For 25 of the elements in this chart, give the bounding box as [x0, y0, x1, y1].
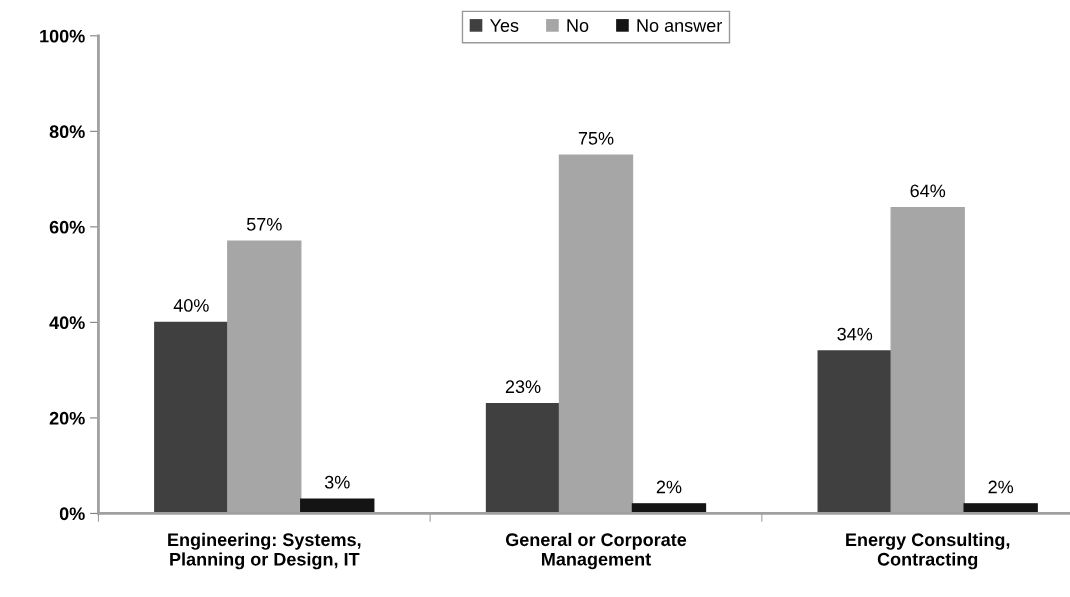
legend-label: No answer: [637, 19, 722, 32]
y-tick-label: 40%: [49, 316, 85, 330]
y-tick-label: 100%: [40, 29, 85, 43]
data-label: 40%: [173, 299, 209, 312]
x-tick-label: Energy Consulting, Contracting: [846, 532, 1010, 570]
y-tick-label: 20%: [49, 411, 85, 425]
x-tick-label: General or Corporate Management: [505, 532, 687, 570]
bar: [817, 350, 892, 514]
y-tick-label: 60%: [49, 220, 85, 234]
x-tick-label: Engineering: Systems, Planning or Design, IT: [168, 532, 361, 570]
data-label: 75%: [578, 132, 614, 145]
data-label: 3%: [324, 475, 350, 489]
data-label: 23%: [505, 380, 541, 394]
data-label: 64%: [910, 184, 946, 198]
legend-label: No: [567, 19, 589, 32]
y-tick-label: 80%: [49, 125, 85, 139]
bar: [300, 498, 375, 514]
bar: [154, 321, 229, 514]
data-label: 57%: [246, 217, 282, 231]
data-label: 2%: [988, 480, 1014, 494]
data-label: 2%: [656, 480, 682, 494]
bar: [485, 402, 561, 514]
legend-label: Yes: [489, 19, 519, 32]
data-label: 34%: [837, 327, 873, 341]
y-tick-label: 0%: [59, 507, 85, 521]
